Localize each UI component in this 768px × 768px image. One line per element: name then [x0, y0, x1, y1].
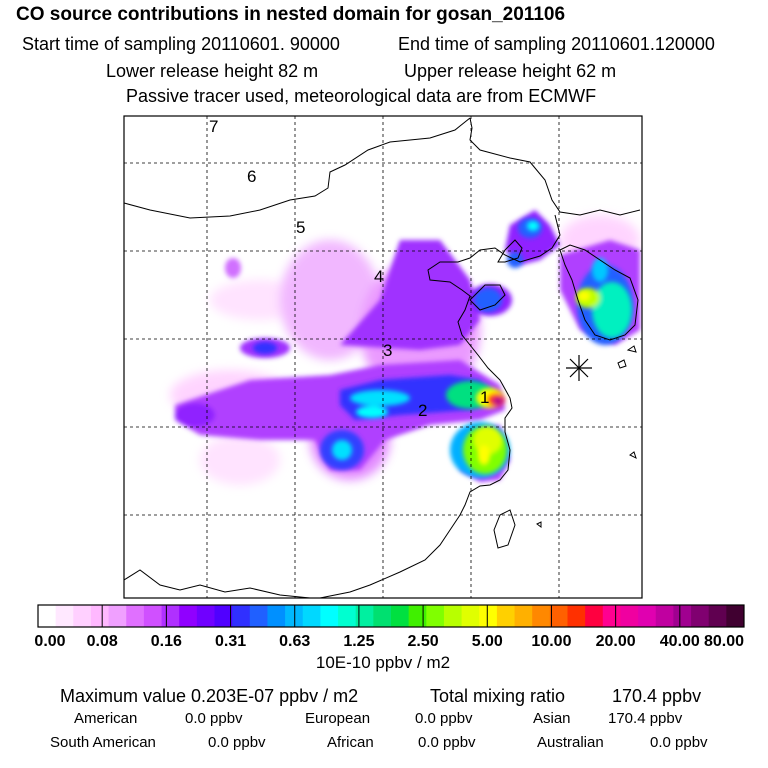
american-value: 0.0 ppbv — [185, 710, 243, 727]
asterisk-icon — [566, 355, 592, 381]
region-label-1: 1 — [480, 388, 489, 407]
end-time-label: End time of sampling 20110601.120000 — [398, 34, 715, 54]
total-mixing-value: 170.4 ppbv — [612, 686, 702, 706]
concentration-field — [170, 210, 640, 485]
asian-value: 170.4 ppbv — [608, 710, 683, 727]
australian-label: Australian — [537, 734, 604, 751]
map-frame — [123, 115, 643, 599]
asian-label: Asian — [533, 710, 571, 727]
european-value: 0.0 ppbv — [415, 710, 473, 727]
south-american-value: 0.0 ppbv — [208, 734, 266, 751]
max-value-label: Maximum value 0.203E-07 ppbv / m2 — [60, 686, 359, 706]
european-label: European — [305, 710, 371, 727]
start-time-label: Start time of sampling 20110601. 90000 — [22, 34, 340, 54]
coastline — [124, 117, 641, 598]
region-label-6: 6 — [247, 167, 256, 186]
american-label: American — [74, 710, 138, 727]
south-american-label: South American — [50, 734, 156, 751]
upper-release-height: Upper release height 62 m — [404, 61, 617, 81]
african-label: African — [327, 734, 374, 751]
figure-title: CO source contributions in nested domain… — [16, 4, 566, 25]
region-label-7: 7 — [209, 117, 218, 136]
lower-release-height: Lower release height 82 m — [106, 61, 319, 81]
region-label-4: 4 — [374, 267, 383, 286]
graticule — [124, 116, 642, 598]
total-mixing-label: Total mixing ratio — [430, 686, 566, 706]
african-value: 0.0 ppbv — [418, 734, 476, 751]
australian-value: 0.0 ppbv — [650, 734, 708, 751]
tracer-note: Passive tracer used, meteorological data… — [126, 86, 597, 106]
region-label-2: 2 — [418, 401, 427, 420]
region-label-3: 3 — [383, 341, 392, 360]
region-label-5: 5 — [296, 218, 305, 237]
